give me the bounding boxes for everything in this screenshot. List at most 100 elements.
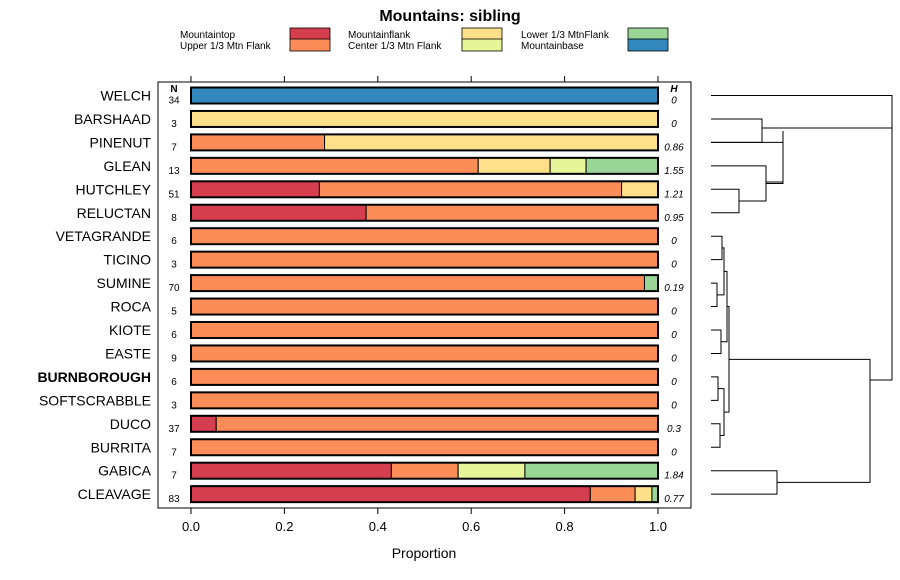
dendrogram bbox=[711, 95, 893, 495]
bar-segment bbox=[215, 415, 659, 433]
chart-row: BARSHAAD 3 0 bbox=[74, 109, 677, 130]
chart-row: CLEAVAGE 83 0.77 bbox=[78, 485, 684, 505]
row-label: HUTCHLEY bbox=[76, 181, 152, 197]
x-tick-label: 0.8 bbox=[556, 519, 574, 534]
row-h: 0 bbox=[671, 447, 677, 458]
dendrogram-branch bbox=[711, 423, 721, 448]
row-h: 0 bbox=[671, 377, 677, 388]
row-n: 7 bbox=[171, 471, 177, 482]
bar-outline bbox=[190, 297, 659, 316]
dendrogram-branch bbox=[711, 118, 763, 143]
row-label: VETAGRANDE bbox=[56, 228, 151, 244]
legend-swatch bbox=[627, 27, 669, 41]
bar-outline bbox=[190, 86, 659, 105]
row-h: 1.84 bbox=[664, 471, 684, 482]
bar-segment bbox=[643, 274, 659, 292]
row-n: 7 bbox=[171, 447, 177, 458]
row-n: 5 bbox=[171, 307, 177, 318]
bar-segment bbox=[477, 157, 551, 175]
row-n: 3 bbox=[171, 119, 177, 130]
chart-row: PINENUT 7 0.86 bbox=[90, 133, 684, 153]
legend-swatch bbox=[627, 38, 669, 52]
dendrogram-branch bbox=[711, 235, 723, 261]
bar-segment bbox=[318, 180, 623, 198]
bar-segment bbox=[190, 110, 659, 128]
chart-title: Mountains: sibling bbox=[379, 8, 520, 25]
legend-label: Mountainflank bbox=[348, 30, 411, 41]
bar-segment bbox=[524, 462, 659, 480]
row-label: PINENUT bbox=[90, 134, 152, 150]
legend-label: Center 1/3 Mtn Flank bbox=[348, 41, 442, 52]
row-label: GABICA bbox=[98, 463, 152, 479]
h-column-header: H bbox=[670, 84, 678, 95]
bar-outline bbox=[190, 274, 659, 293]
bar-outline bbox=[190, 203, 659, 222]
legend-label: Mountainbase bbox=[521, 41, 584, 52]
bar-segment bbox=[190, 415, 217, 433]
bar-segment bbox=[651, 485, 659, 503]
row-n: 83 bbox=[168, 494, 180, 505]
dendrogram-branch bbox=[711, 376, 719, 401]
bar-outline bbox=[190, 227, 659, 246]
row-h: 0 bbox=[671, 119, 677, 130]
row-label: ROCA bbox=[111, 299, 152, 315]
row-h: 0 bbox=[671, 260, 677, 271]
row-label: BURNBOROUGH bbox=[37, 369, 151, 385]
chart-row: GLEAN 13 1.55 bbox=[104, 156, 684, 177]
x-tick-label: 0.2 bbox=[275, 519, 293, 534]
bar-segment bbox=[634, 485, 653, 503]
bar-segment bbox=[190, 321, 659, 339]
bar-segment bbox=[190, 438, 659, 456]
row-label: SOFTSCRABBLE bbox=[39, 392, 151, 408]
row-n: 9 bbox=[171, 353, 177, 364]
bar-segment bbox=[365, 204, 659, 222]
chart-row: WELCH 34 0 bbox=[100, 86, 677, 107]
row-h: 0.95 bbox=[664, 213, 684, 224]
row-h: 0 bbox=[671, 400, 677, 411]
bar-segment bbox=[190, 157, 479, 175]
row-h: 1.21 bbox=[664, 189, 683, 200]
bar-segment bbox=[324, 133, 659, 151]
top-axis-ticks bbox=[190, 76, 659, 82]
row-n: 34 bbox=[168, 96, 180, 107]
chart-row: EASTE 9 0 bbox=[105, 344, 677, 364]
dendrogram-branch bbox=[766, 131, 784, 183]
bar-outline bbox=[190, 109, 659, 128]
bar-outline bbox=[190, 438, 659, 457]
dendrogram-branch bbox=[711, 470, 778, 495]
bar-segment bbox=[621, 180, 659, 198]
chart-row: GABICA 7 1.84 bbox=[98, 461, 684, 482]
row-n: 7 bbox=[171, 142, 177, 153]
row-label: BURRITA bbox=[91, 439, 152, 455]
bar-segment bbox=[190, 274, 645, 292]
legend-label: Lower 1/3 MtnFlank bbox=[521, 30, 610, 41]
bar-segment bbox=[190, 368, 659, 386]
legend-swatch bbox=[461, 27, 503, 41]
row-label: RELUCTAN bbox=[77, 205, 151, 221]
row-h: 0 bbox=[671, 96, 677, 107]
chart-rows: WELCH 34 0 BARSHAAD 3 0 PINENUT 7 0.86 GLEAN 13 1.5… bbox=[37, 86, 684, 505]
bar-segment bbox=[190, 298, 659, 316]
row-h: 0.19 bbox=[664, 283, 684, 294]
row-n: 37 bbox=[168, 424, 180, 435]
bar-outline bbox=[190, 461, 659, 480]
bar-segment bbox=[190, 344, 659, 362]
row-label: CLEAVAGE bbox=[78, 486, 151, 502]
row-label: KIOTE bbox=[109, 322, 151, 338]
legend-swatch bbox=[461, 38, 503, 52]
dendrogram-branch bbox=[718, 388, 725, 437]
row-label: WELCH bbox=[100, 88, 151, 104]
row-h: 0 bbox=[671, 330, 677, 341]
bar-outline bbox=[190, 321, 659, 339]
chart-row: VETAGRANDE 6 0 bbox=[56, 227, 677, 247]
row-h: 0.86 bbox=[664, 142, 684, 153]
row-h: 0.3 bbox=[667, 424, 681, 435]
bar-segment bbox=[190, 485, 591, 503]
row-label: DUCO bbox=[110, 416, 151, 432]
x-tick-label: 0.4 bbox=[369, 519, 387, 534]
row-label: SUMINE bbox=[97, 275, 151, 291]
bar-segment bbox=[190, 87, 659, 104]
chart-row: KIOTE 6 0 bbox=[109, 321, 677, 341]
row-label: BARSHAAD bbox=[74, 111, 151, 127]
